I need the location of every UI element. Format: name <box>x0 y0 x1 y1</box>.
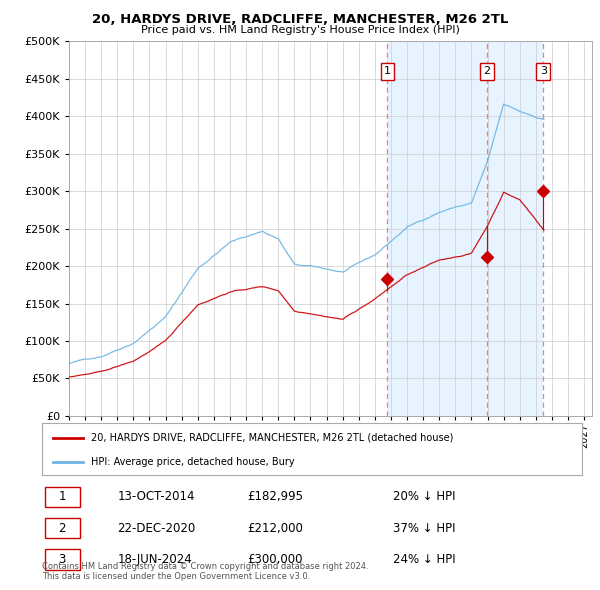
Text: 20, HARDYS DRIVE, RADCLIFFE, MANCHESTER, M26 2TL: 20, HARDYS DRIVE, RADCLIFFE, MANCHESTER,… <box>92 13 508 26</box>
Bar <box>487 41 543 416</box>
Text: 2: 2 <box>59 522 66 535</box>
Text: 20% ↓ HPI: 20% ↓ HPI <box>393 490 455 503</box>
Text: 22-DEC-2020: 22-DEC-2020 <box>118 522 196 535</box>
Text: 1: 1 <box>384 66 391 76</box>
Text: 37% ↓ HPI: 37% ↓ HPI <box>393 522 455 535</box>
FancyBboxPatch shape <box>45 517 80 539</box>
Text: 3: 3 <box>540 66 547 76</box>
Text: 2: 2 <box>484 66 491 76</box>
Text: £182,995: £182,995 <box>247 490 303 503</box>
Text: £212,000: £212,000 <box>247 522 303 535</box>
Text: 24% ↓ HPI: 24% ↓ HPI <box>393 553 455 566</box>
Text: 20, HARDYS DRIVE, RADCLIFFE, MANCHESTER, M26 2TL (detached house): 20, HARDYS DRIVE, RADCLIFFE, MANCHESTER,… <box>91 432 453 442</box>
Text: HPI: Average price, detached house, Bury: HPI: Average price, detached house, Bury <box>91 457 294 467</box>
Text: £300,000: £300,000 <box>247 553 303 566</box>
Text: Contains HM Land Registry data © Crown copyright and database right 2024.
This d: Contains HM Land Registry data © Crown c… <box>42 562 368 581</box>
FancyBboxPatch shape <box>45 549 80 569</box>
FancyBboxPatch shape <box>45 487 80 507</box>
Bar <box>388 41 487 416</box>
Text: Price paid vs. HM Land Registry's House Price Index (HPI): Price paid vs. HM Land Registry's House … <box>140 25 460 35</box>
Text: 13-OCT-2014: 13-OCT-2014 <box>118 490 195 503</box>
Text: 3: 3 <box>59 553 66 566</box>
Text: 18-JUN-2024: 18-JUN-2024 <box>118 553 193 566</box>
Bar <box>543 41 592 416</box>
Text: 1: 1 <box>59 490 66 503</box>
